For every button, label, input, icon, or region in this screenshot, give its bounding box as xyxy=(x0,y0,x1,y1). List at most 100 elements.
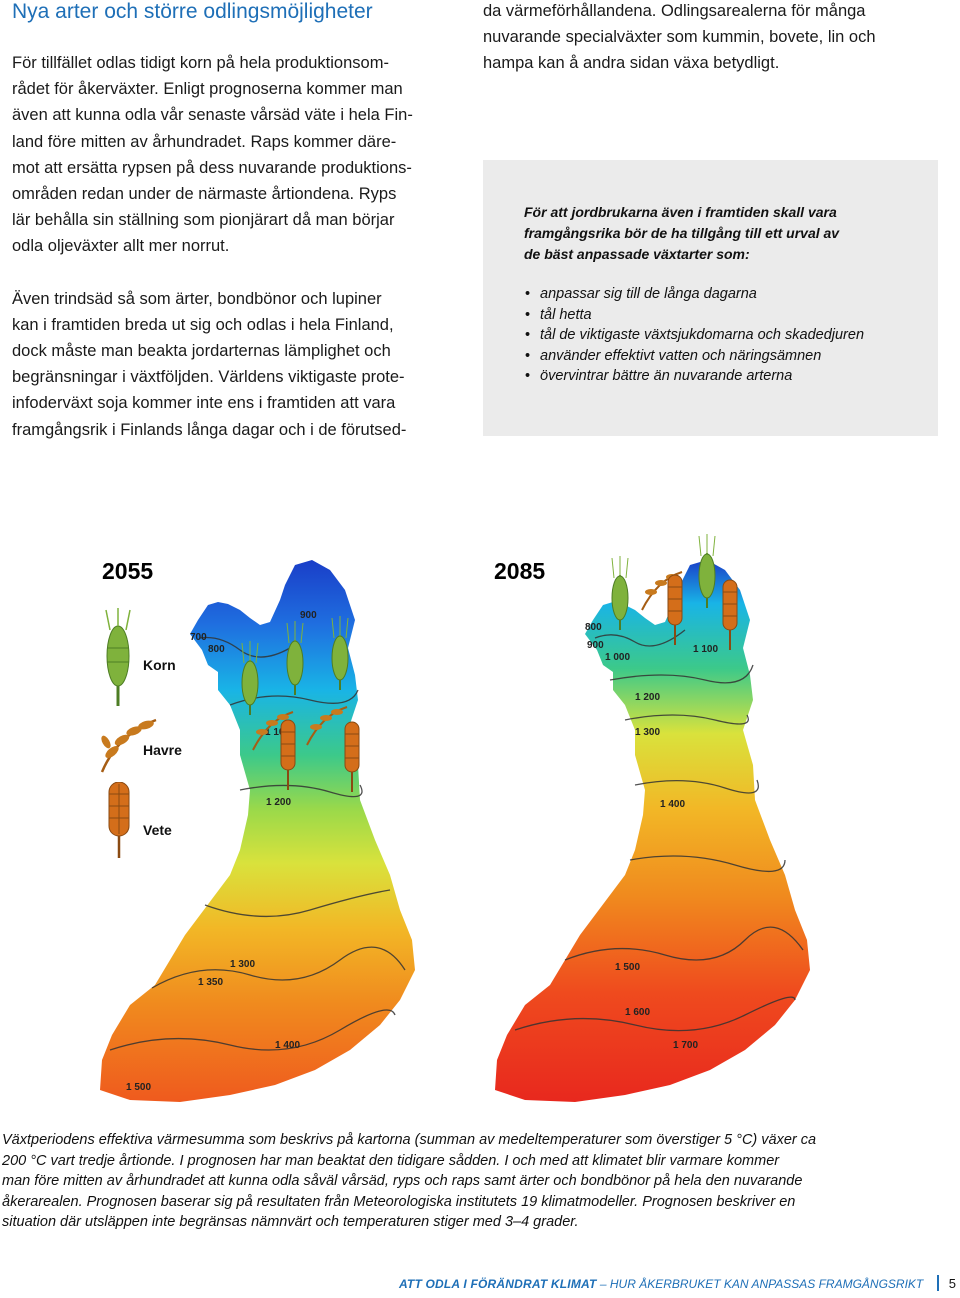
text-line: begränsningar i växtföljden. Världens vi… xyxy=(12,368,405,387)
isoline-labels: 700 800 900 1 100 1 200 1 300 1 350 1 40… xyxy=(126,610,317,1093)
finland-shape xyxy=(100,560,415,1102)
barley-icon xyxy=(286,621,304,695)
text-line: framgångsrik i Finlands långa dagar och … xyxy=(12,420,407,439)
page-footer: ATT ODLA I FÖRÄNDRAT KLIMAT – HUR ÅKERBR… xyxy=(399,1275,956,1291)
footer-divider xyxy=(937,1275,939,1291)
wheat-icon xyxy=(280,719,296,790)
isoline-label: 1 300 xyxy=(230,959,255,970)
info-box-intro: För att jordbrukarna även i framtiden sk… xyxy=(524,202,839,264)
text-line: dock måste man beakta jordarternas lämpl… xyxy=(12,342,391,361)
barley-icon xyxy=(611,556,629,630)
isoline xyxy=(594,629,686,647)
text-line: För tillfället odlas tidigt korn på hela… xyxy=(12,54,389,72)
footer-title: ATT ODLA I FÖRÄNDRAT KLIMAT xyxy=(398,1277,597,1291)
text-line: framgångsrika bör de ha tillgång till et… xyxy=(524,224,840,241)
isoline-label: 1 700 xyxy=(673,1040,698,1051)
info-box: För att jordbrukarna även i framtiden sk… xyxy=(483,160,938,436)
isoline xyxy=(629,855,786,873)
info-box-list: • anpassar sig till de långa dagarna • tål… xyxy=(525,284,864,387)
bullet-icon: • xyxy=(525,368,531,385)
list-item-text: övervintrar bättre än nuvarande arterna xyxy=(540,368,793,385)
isoline-label: 1 100 xyxy=(265,727,290,738)
heat-sum-map-2085: 800 900 1 000 1 100 1 200 1 300 1 400 1 … xyxy=(485,530,815,1115)
list-item-text: använder effektivt vatten och näringsämn… xyxy=(540,347,822,364)
wheat-icon xyxy=(722,579,738,650)
isoline-label: 900 xyxy=(587,640,604,651)
text-line: För att jordbrukarna även i framtiden sk… xyxy=(524,204,837,220)
oats-icon xyxy=(100,718,157,773)
map-caption: Växtperiodens effektiva värmesumma som b… xyxy=(2,1130,902,1233)
isoline-label: 1 500 xyxy=(615,962,640,973)
isoline xyxy=(239,784,363,798)
isoline xyxy=(514,996,796,1032)
crop-icons-2055 xyxy=(241,616,360,792)
text-line: infoderväxt soja kommer inte ens i framt… xyxy=(12,394,396,413)
isoline-label: 1 000 xyxy=(605,652,630,663)
isolines xyxy=(109,636,406,1051)
legend-label-barley: Korn xyxy=(143,657,176,673)
year-label-2085: 2085 xyxy=(494,558,546,584)
text-line: nuvarande specialväxter som kummin, bove… xyxy=(483,28,876,47)
isoline-label: 1 400 xyxy=(660,799,685,810)
paragraph-legumes: Även trindsäd så som ärter, bondbönor oc… xyxy=(12,286,447,443)
isoline-label: 1 200 xyxy=(635,692,660,703)
isoline xyxy=(564,926,804,961)
text-line: Växtperiodens effektiva värmesumma som b… xyxy=(2,1132,817,1148)
text-line: rådet för åkerväxter. Enligt prognoserna… xyxy=(12,80,403,99)
heat-sum-map-2055: 700 800 900 1 100 1 200 1 300 1 350 1 40… xyxy=(90,530,420,1115)
text-line: mot att ersätta rypsen på dess nuvarande… xyxy=(12,158,412,177)
isoline xyxy=(204,889,391,918)
footer-subtitle: HUR ÅKERBRUKET KAN ANPASSAS FRAMGÅNGSRIK… xyxy=(609,1277,924,1291)
list-item: • övervintrar bättre än nuvarande arterna xyxy=(525,366,864,387)
year-label-2055: 2055 xyxy=(102,558,154,584)
text-line: da värmeförhållandena. Odlingsarealerna … xyxy=(483,2,866,20)
section-heading: Nya arter och större odlingsmöjligheter xyxy=(12,0,373,23)
isoline-label: 1 600 xyxy=(625,1007,650,1018)
isoline-label: 1 400 xyxy=(275,1040,300,1051)
list-item: • tål hetta xyxy=(525,305,864,326)
oats-icon xyxy=(306,706,348,746)
text-line: även att kunna odla vår senaste vårsäd v… xyxy=(12,106,413,125)
isoline-labels: 800 900 1 000 1 100 1 200 1 300 1 400 1 … xyxy=(585,622,718,1051)
barley-icon xyxy=(105,608,131,706)
isoline xyxy=(634,779,759,794)
crop-icons-2085 xyxy=(611,534,738,650)
text-line: lär behålla sin ställning som pionjärart… xyxy=(12,211,395,230)
isoline xyxy=(151,946,406,989)
isoline-label: 1 200 xyxy=(266,797,291,808)
text-line: man före mitten av århundradet att kunna… xyxy=(2,1173,803,1190)
finland-map-2085: 800 900 1 000 1 100 1 200 1 300 1 400 1 … xyxy=(495,534,810,1102)
text-line: land före mitten av århundradet. Raps ko… xyxy=(12,132,397,151)
text-line: odla oljeväxter allt mer norrut. xyxy=(12,237,230,256)
isoline-label: 1 100 xyxy=(693,644,718,655)
wheat-icon xyxy=(344,721,360,792)
left-column-text: För tillfället odlas tidigt korn på hela… xyxy=(12,50,447,443)
legend-label-wheat: Vete xyxy=(143,822,172,838)
paragraph-crops-today: För tillfället odlas tidigt korn på hela… xyxy=(12,50,447,260)
legend-label-oats: Havre xyxy=(143,742,182,758)
list-item: • använder effektivt vatten och näringsäm… xyxy=(525,346,864,367)
list-item-text: anpassar sig till de långa dagarna xyxy=(540,286,757,302)
text-line: de bäst anpassade växtarter som: xyxy=(524,245,750,262)
wheat-icon xyxy=(667,574,683,645)
text-line: områden redan under de närmaste årtionde… xyxy=(12,185,397,204)
bullet-icon: • xyxy=(525,327,531,344)
isoline-label: 700 xyxy=(190,632,207,643)
text-line: åkerarealen. Prognosen baserar sig på re… xyxy=(2,1193,796,1210)
isoline xyxy=(624,714,749,725)
isoline xyxy=(109,1009,396,1051)
paragraph-continuation: da värmeförhållandena. Odlingsarealerna … xyxy=(483,0,923,77)
text-line: Även trindsäd så som ärter, bondbönor oc… xyxy=(12,289,382,308)
isoline-label: 800 xyxy=(208,644,225,655)
finland-map-2055: 700 800 900 1 100 1 200 1 300 1 350 1 40… xyxy=(100,560,415,1102)
barley-icon xyxy=(331,616,349,690)
text-line: 200 °C vart tredje årtionde. I prognosen… xyxy=(2,1152,780,1169)
right-column-text: da värmeförhållandena. Odlingsarealerna … xyxy=(483,0,923,77)
isoline xyxy=(609,664,754,684)
list-item-text: tål hetta xyxy=(540,306,592,323)
isoline-label: 1 300 xyxy=(635,727,660,738)
isoline-label: 900 xyxy=(300,610,317,621)
barley-icon xyxy=(241,641,259,715)
barley-icon xyxy=(698,534,716,608)
isolines xyxy=(514,629,804,1032)
